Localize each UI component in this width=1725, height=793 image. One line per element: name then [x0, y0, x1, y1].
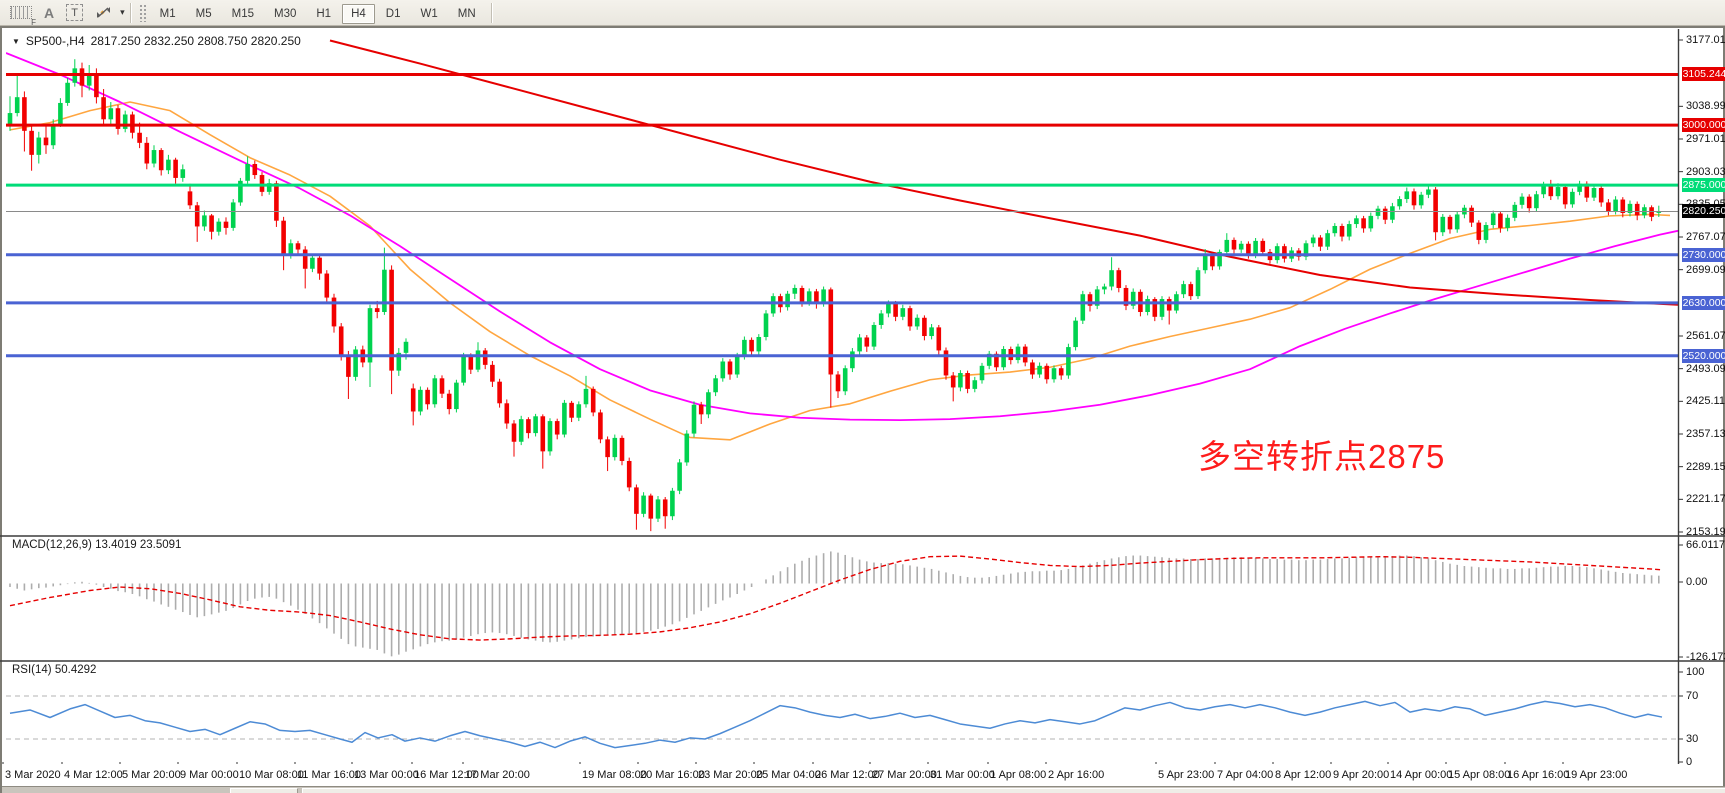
price-tick-label: 2425.110	[1686, 395, 1725, 408]
toolbar-separator	[129, 2, 132, 23]
horizontal-scrollbar[interactable]	[2, 786, 1725, 793]
price-tick-label: 2561.070	[1686, 329, 1725, 342]
price-panel	[6, 39, 1678, 532]
time-axis-label: 31 Mar 00:00	[930, 769, 995, 781]
time-axis-label: 9 Mar 00:00	[180, 769, 239, 781]
chart-annotation-text[interactable]: 多空转折点2875	[1198, 438, 1446, 475]
time-axis-label: 14 Apr 00:00	[1390, 769, 1453, 781]
macd-indicator-label: MACD(12,26,9) 13.4019 23.5091	[12, 539, 182, 551]
timeframe-button-M15[interactable]: M15	[231, 7, 254, 20]
price-tick-label: 3177.010	[1686, 34, 1725, 46]
chart-title-symbol: SP500-,H4	[25, 34, 85, 48]
time-axis-label: 20 Mar 16:00	[640, 769, 705, 781]
price-level-badge: 2730.000	[1682, 247, 1725, 262]
price-level-badge: 2630.000	[1682, 295, 1725, 310]
time-axis-label: 5 Apr 23:00	[1158, 769, 1215, 781]
scrollbar-segment[interactable]	[230, 788, 298, 793]
time-axis-label: 16 Apr 16:00	[1507, 769, 1570, 781]
time-axis-label: 15 Apr 08:00	[1448, 769, 1511, 781]
price-level-badge: 2875.000	[1682, 178, 1725, 193]
timeframe-button-W1[interactable]: W1	[420, 7, 438, 20]
timeframe-button-H4[interactable]: H4	[342, 3, 375, 24]
chart-window: ▼ SP500-,H4 2817.250 2832.250 2808.750 2…	[0, 26, 1725, 793]
timeframe-button-M5[interactable]: M5	[195, 7, 212, 20]
price-tick-label: 2221.170	[1686, 493, 1725, 506]
macd-tick-label: 0.00	[1686, 576, 1708, 588]
rsi-tick-label: 70	[1686, 690, 1699, 702]
time-axis-label: 19 Mar 08:00	[582, 769, 647, 781]
price-chart-canvas[interactable]	[0, 29, 1725, 764]
macd-tick-label: -126.173	[1686, 651, 1725, 663]
rsi-tick-label: 0	[1686, 756, 1693, 768]
rsi-tick-label: 30	[1686, 733, 1699, 745]
price-tick-label: 2903.030	[1686, 165, 1725, 178]
time-axis-label: 23 Mar 20:00	[698, 769, 763, 781]
price-tick-label: 2767.070	[1686, 230, 1725, 243]
timeframe-button-H1[interactable]: H1	[316, 7, 332, 20]
toolbar: F A T ▾ M1 M5 M15 M30 H1 H4 D1 W1 MN	[0, 0, 1725, 27]
time-axis-label: 16 Mar 12:00	[414, 769, 479, 781]
time-axis-label: 9 Apr 20:00	[1333, 769, 1390, 781]
price-level-badge: 2520.000	[1682, 348, 1725, 363]
toolbar-grip[interactable]	[138, 3, 146, 22]
time-axis-label: 25 Mar 04:00	[756, 769, 821, 781]
chart-title: ▼ SP500-,H4 2817.250 2832.250 2808.750 2…	[12, 34, 301, 48]
price-tick-label: 2153.190	[1686, 526, 1725, 538]
price-tick-label: 2493.090	[1686, 362, 1725, 375]
time-axis-label: 3 Mar 2020	[5, 769, 61, 781]
symbol-dropdown-icon[interactable]: ▼	[12, 36, 20, 46]
timeframe-button-D1[interactable]: D1	[385, 7, 401, 20]
toolbar-separator	[490, 2, 493, 23]
macd-panel	[9, 551, 1663, 657]
time-axis-label: 7 Apr 04:00	[1217, 769, 1274, 781]
rsi-tick-label: 100	[1686, 666, 1705, 678]
price-tick-label: 2289.150	[1686, 460, 1725, 473]
time-axis-label: 1 Apr 08:00	[990, 769, 1047, 781]
time-axis-label: 27 Mar 20:00	[872, 769, 937, 781]
time-axis-label: 19 Apr 23:00	[1565, 769, 1628, 781]
price-level-badge: 3000.000	[1682, 118, 1725, 133]
rsi-indicator-label: RSI(14) 50.4292	[12, 664, 97, 676]
scrollbar-thumb[interactable]	[302, 788, 1725, 793]
price-tick-label: 2357.130	[1686, 427, 1725, 440]
macd-tick-label: 66.0117	[1686, 539, 1725, 551]
time-axis-label: 10 Mar 08:00	[239, 769, 304, 781]
grid-f-label: F	[31, 17, 36, 27]
macd-values: 13.4019 23.5091	[95, 539, 182, 551]
timeframe-button-group: M1 M5 M15 M30 H1 H4 D1 W1 MN	[150, 3, 486, 24]
time-axis-label: 26 Mar 12:00	[815, 769, 880, 781]
price-tick-label: 3038.990	[1686, 100, 1725, 113]
rsi-values: 50.4292	[54, 664, 97, 676]
chart-title-ohlc: 2817.250 2832.250 2808.750 2820.250	[90, 34, 301, 48]
price-tick-label: 2699.090	[1686, 263, 1725, 276]
time-axis-label: 11 Mar 16:00	[297, 769, 362, 781]
timeframe-button-M30[interactable]: M30	[274, 7, 297, 20]
rsi-panel	[6, 695, 1678, 749]
time-axis-label: 4 Mar 12:00	[64, 769, 123, 781]
price-level-badge: 3105.244	[1682, 67, 1725, 82]
timeframe-button-MN[interactable]: MN	[457, 7, 476, 20]
tile-arrows-icon[interactable]	[95, 3, 112, 23]
price-tick-label: 2971.010	[1686, 132, 1725, 145]
chevron-down-icon[interactable]: ▾	[120, 7, 125, 17]
time-axis-label: 17 Mar 20:00	[465, 769, 530, 781]
text-a-icon[interactable]: A	[44, 4, 55, 21]
timeframe-button-M1[interactable]: M1	[159, 7, 176, 20]
time-axis-label: 8 Apr 12:00	[1275, 769, 1332, 781]
time-axis-label: 2 Apr 16:00	[1048, 769, 1105, 781]
text-box-icon[interactable]: T	[66, 3, 84, 23]
template-grid-icon[interactable]: F	[10, 3, 36, 27]
time-axis-label: 13 Mar 00:00	[354, 769, 419, 781]
time-axis-label: 5 Mar 20:00	[122, 769, 181, 781]
price-level-badge: 2820.250	[1682, 204, 1725, 219]
